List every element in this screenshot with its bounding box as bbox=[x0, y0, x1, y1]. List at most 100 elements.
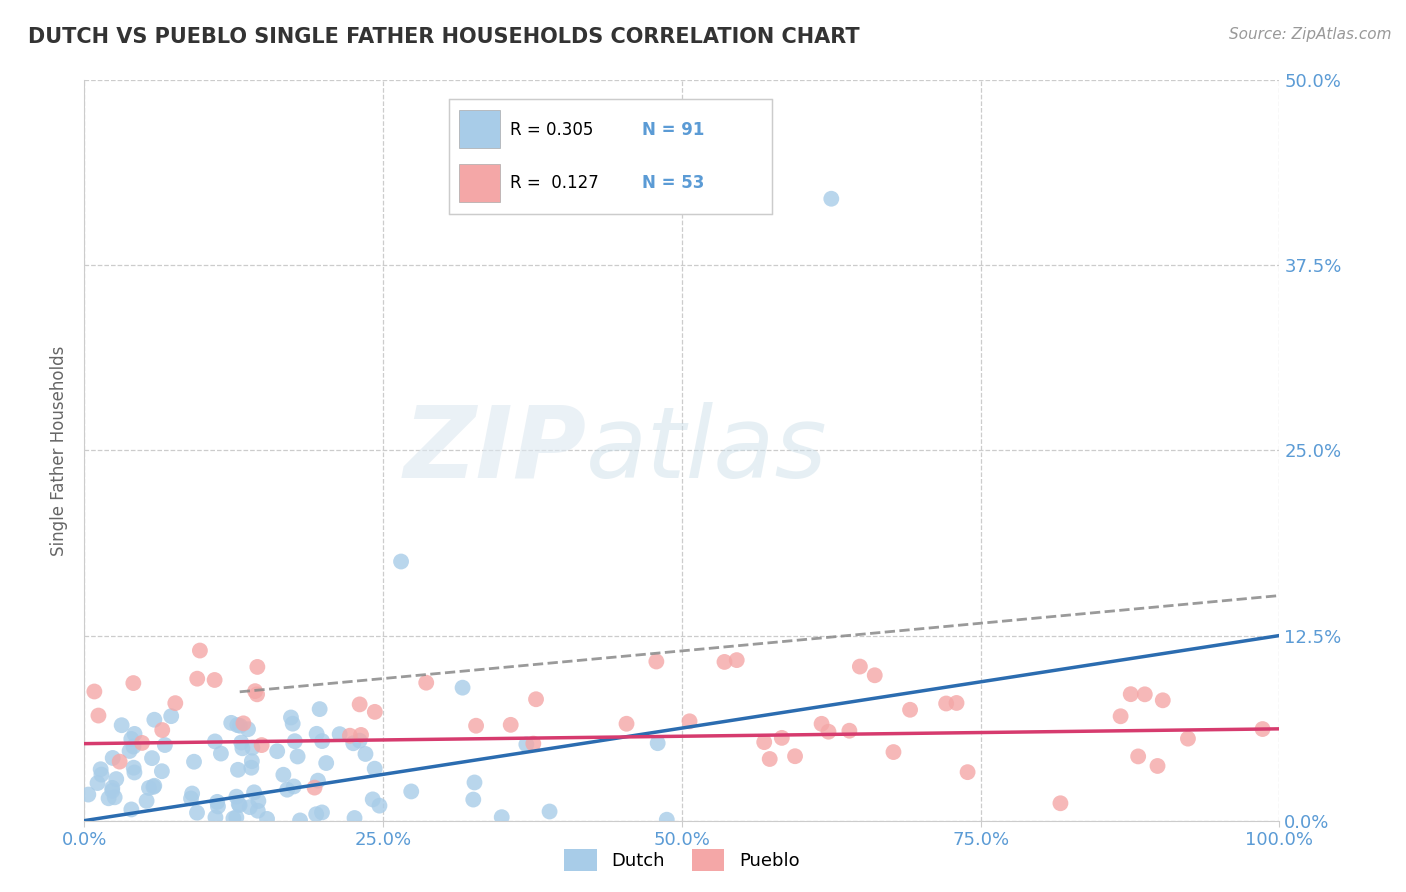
Point bbox=[1128, 749, 1150, 764]
Point bbox=[240, 740, 263, 755]
Point bbox=[349, 698, 371, 712]
Point bbox=[150, 723, 173, 737]
Point bbox=[361, 792, 384, 806]
Point bbox=[131, 736, 153, 750]
Point bbox=[463, 775, 485, 789]
Point bbox=[108, 755, 131, 769]
Y-axis label: Single Father Households: Single Father Households bbox=[51, 345, 69, 556]
Point bbox=[226, 718, 249, 732]
Point bbox=[329, 727, 352, 741]
Point bbox=[186, 805, 208, 820]
Point bbox=[283, 780, 305, 794]
Point bbox=[90, 767, 112, 781]
Text: DUTCH VS PUEBLO SINGLE FATHER HOUSEHOLDS CORRELATION CHART: DUTCH VS PUEBLO SINGLE FATHER HOUSEHOLDS… bbox=[28, 27, 859, 46]
Text: atlas: atlas bbox=[586, 402, 828, 499]
Point bbox=[522, 737, 544, 751]
Point bbox=[207, 799, 229, 814]
Point bbox=[758, 752, 780, 766]
Point bbox=[111, 718, 134, 732]
Point bbox=[315, 756, 337, 770]
Point bbox=[725, 653, 748, 667]
Point bbox=[231, 735, 253, 749]
Point bbox=[1177, 731, 1199, 746]
Point bbox=[349, 733, 371, 747]
Legend: Dutch, Pueblo: Dutch, Pueblo bbox=[557, 842, 807, 879]
Point bbox=[142, 780, 165, 794]
Point bbox=[307, 773, 329, 788]
Point bbox=[181, 787, 204, 801]
Point bbox=[311, 805, 333, 820]
Point bbox=[754, 735, 776, 749]
Point bbox=[97, 791, 120, 805]
Point bbox=[256, 812, 278, 826]
Point bbox=[524, 692, 547, 706]
Text: Source: ZipAtlas.com: Source: ZipAtlas.com bbox=[1229, 27, 1392, 42]
Point bbox=[120, 731, 142, 746]
Point bbox=[250, 738, 273, 752]
Point bbox=[463, 792, 485, 806]
Point bbox=[124, 727, 146, 741]
Point bbox=[616, 716, 638, 731]
Point bbox=[770, 731, 793, 745]
Point bbox=[225, 810, 247, 824]
Point bbox=[77, 788, 100, 802]
Point bbox=[415, 675, 437, 690]
Point bbox=[122, 676, 145, 690]
Text: ZIP: ZIP bbox=[404, 402, 586, 499]
Point bbox=[538, 805, 561, 819]
Point bbox=[1152, 693, 1174, 707]
Point bbox=[882, 745, 904, 759]
Point bbox=[204, 810, 226, 824]
Point bbox=[135, 794, 157, 808]
Point bbox=[246, 687, 269, 701]
Point bbox=[236, 723, 259, 737]
Point bbox=[288, 814, 311, 828]
Point bbox=[118, 744, 141, 758]
Point bbox=[266, 744, 288, 758]
Point bbox=[101, 784, 124, 798]
Point bbox=[143, 779, 166, 793]
Point bbox=[122, 739, 145, 754]
Point bbox=[124, 765, 146, 780]
Point bbox=[713, 655, 735, 669]
Point bbox=[209, 747, 232, 761]
Point bbox=[160, 709, 183, 723]
Point bbox=[186, 672, 208, 686]
Point bbox=[204, 673, 226, 687]
Point bbox=[304, 780, 326, 795]
Point bbox=[101, 751, 124, 765]
Point bbox=[647, 736, 669, 750]
Point bbox=[246, 804, 269, 818]
Point bbox=[1109, 709, 1132, 723]
Point bbox=[138, 780, 160, 795]
Point bbox=[465, 719, 488, 733]
Point bbox=[105, 772, 128, 786]
Point bbox=[86, 776, 108, 790]
Point bbox=[451, 681, 474, 695]
Point bbox=[655, 813, 678, 827]
Point bbox=[342, 736, 364, 750]
Point bbox=[141, 751, 163, 765]
Point bbox=[305, 807, 328, 822]
Point bbox=[1251, 722, 1274, 736]
Point bbox=[350, 728, 373, 742]
Point bbox=[1133, 687, 1156, 701]
Point bbox=[180, 791, 202, 805]
Point bbox=[515, 738, 537, 752]
Point bbox=[143, 713, 166, 727]
Point bbox=[204, 734, 226, 748]
Point bbox=[956, 765, 979, 780]
Point bbox=[280, 710, 302, 724]
Point bbox=[222, 812, 245, 826]
Point bbox=[305, 727, 328, 741]
Point bbox=[817, 724, 839, 739]
Point bbox=[188, 643, 211, 657]
Point bbox=[491, 810, 513, 824]
Point bbox=[153, 738, 176, 752]
Point bbox=[645, 655, 668, 669]
Point bbox=[240, 754, 263, 768]
Point bbox=[122, 761, 145, 775]
Point bbox=[368, 798, 391, 813]
Point bbox=[838, 723, 860, 738]
Point bbox=[1119, 687, 1142, 701]
